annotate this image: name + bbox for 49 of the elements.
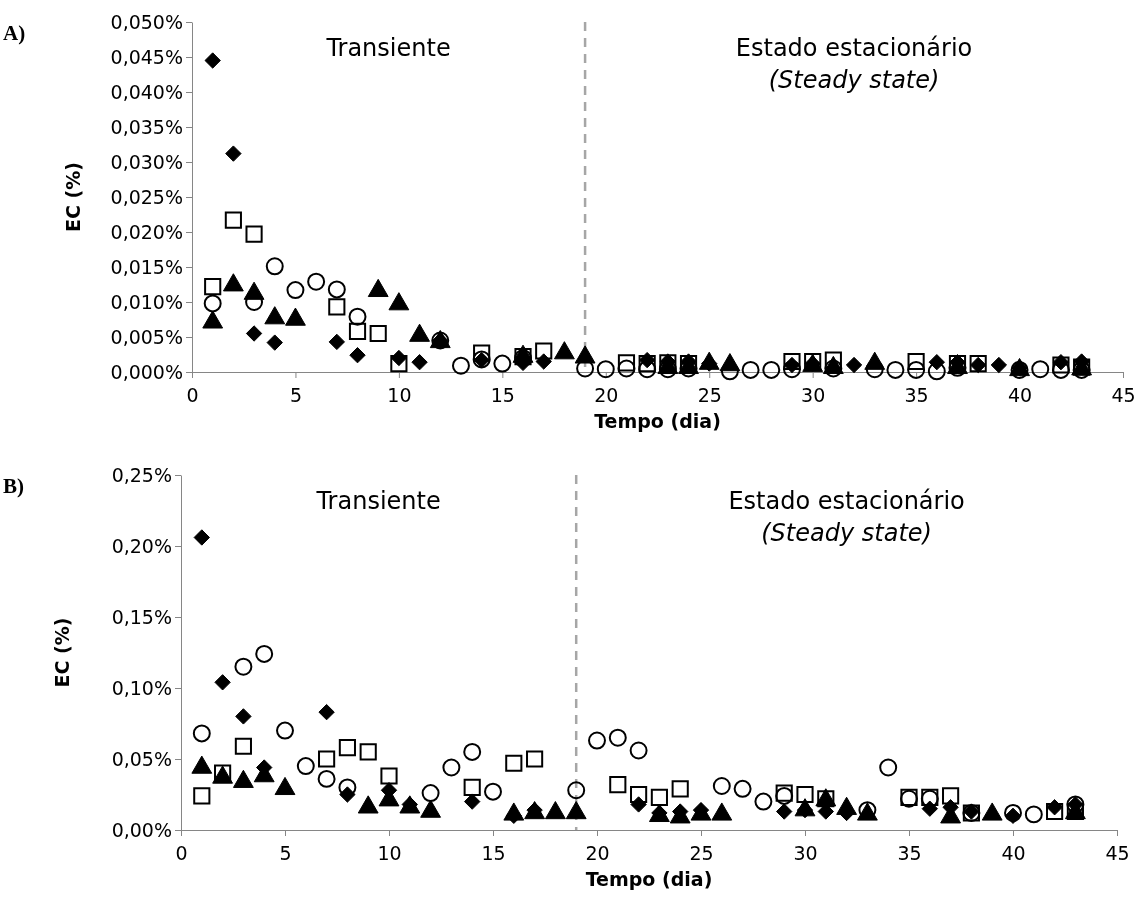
x-tick-label: 0 — [175, 841, 188, 864]
x-tick-label: 30 — [793, 841, 818, 864]
annotation: (Steady state) — [768, 66, 940, 94]
y-tick-label: 0,025% — [110, 185, 183, 208]
text: B) — [3, 474, 25, 498]
y-tick-label: 0,15% — [111, 605, 172, 628]
y-tick-label: 0,10% — [111, 676, 172, 699]
annotation: Transiente — [325, 34, 451, 62]
x-tick-label: 15 — [481, 841, 506, 864]
x-tick-label: 5 — [289, 383, 302, 406]
y-tick-label: 0,00% — [111, 818, 172, 841]
annotation: Estado estacionário — [735, 34, 973, 62]
x-tick-label: 25 — [697, 383, 722, 406]
x-axis-title: Tempo (dia) — [594, 410, 721, 432]
x-tick-label: 10 — [387, 383, 412, 406]
y-tick-label: 0,010% — [110, 290, 183, 313]
x-tick-label: 40 — [1001, 841, 1026, 864]
y-tick-label: 0,05% — [111, 747, 172, 770]
y-tick-label: 0,000% — [110, 360, 183, 383]
y-tick-label: 0,005% — [110, 325, 183, 348]
x-tick-label: 25 — [689, 841, 714, 864]
x-tick-label: 40 — [1007, 383, 1033, 406]
y-axis-title: EC (%) — [51, 617, 73, 688]
y-tick-label: 0,050% — [110, 10, 183, 33]
y-tick-label: 0,015% — [110, 255, 183, 278]
y-tick-label: 0,020% — [110, 220, 183, 243]
x-axis-title: Tempo (dia) — [585, 868, 713, 890]
y-tick-label: 0,030% — [110, 150, 183, 173]
x-tick-label: 35 — [904, 383, 929, 406]
y-tick-label: 0,20% — [111, 534, 172, 557]
annotation: Estado estacionário — [728, 487, 965, 515]
y-tick-label: 0,25% — [111, 463, 172, 486]
x-tick-label: 15 — [490, 383, 515, 406]
annotation: Transiente — [315, 487, 441, 515]
x-tick-label: 30 — [801, 383, 826, 406]
x-tick-label: 35 — [897, 841, 922, 864]
x-tick-label: 0 — [186, 383, 199, 406]
x-tick-label: 5 — [279, 841, 292, 864]
y-axis-title: EC (%) — [62, 162, 84, 232]
y-tick-label: 0,045% — [110, 45, 183, 68]
y-tick-label: 0,035% — [110, 115, 183, 138]
annotation: (Steady state) — [761, 519, 932, 547]
x-tick-label: 10 — [377, 841, 402, 864]
x-tick-label: 45 — [1105, 841, 1130, 864]
x-tick-label: 20 — [585, 841, 610, 864]
y-tick-label: 0,040% — [110, 80, 183, 103]
text: A) — [3, 21, 26, 45]
x-tick-label: 20 — [594, 383, 619, 406]
x-tick-label: 45 — [1111, 383, 1136, 406]
